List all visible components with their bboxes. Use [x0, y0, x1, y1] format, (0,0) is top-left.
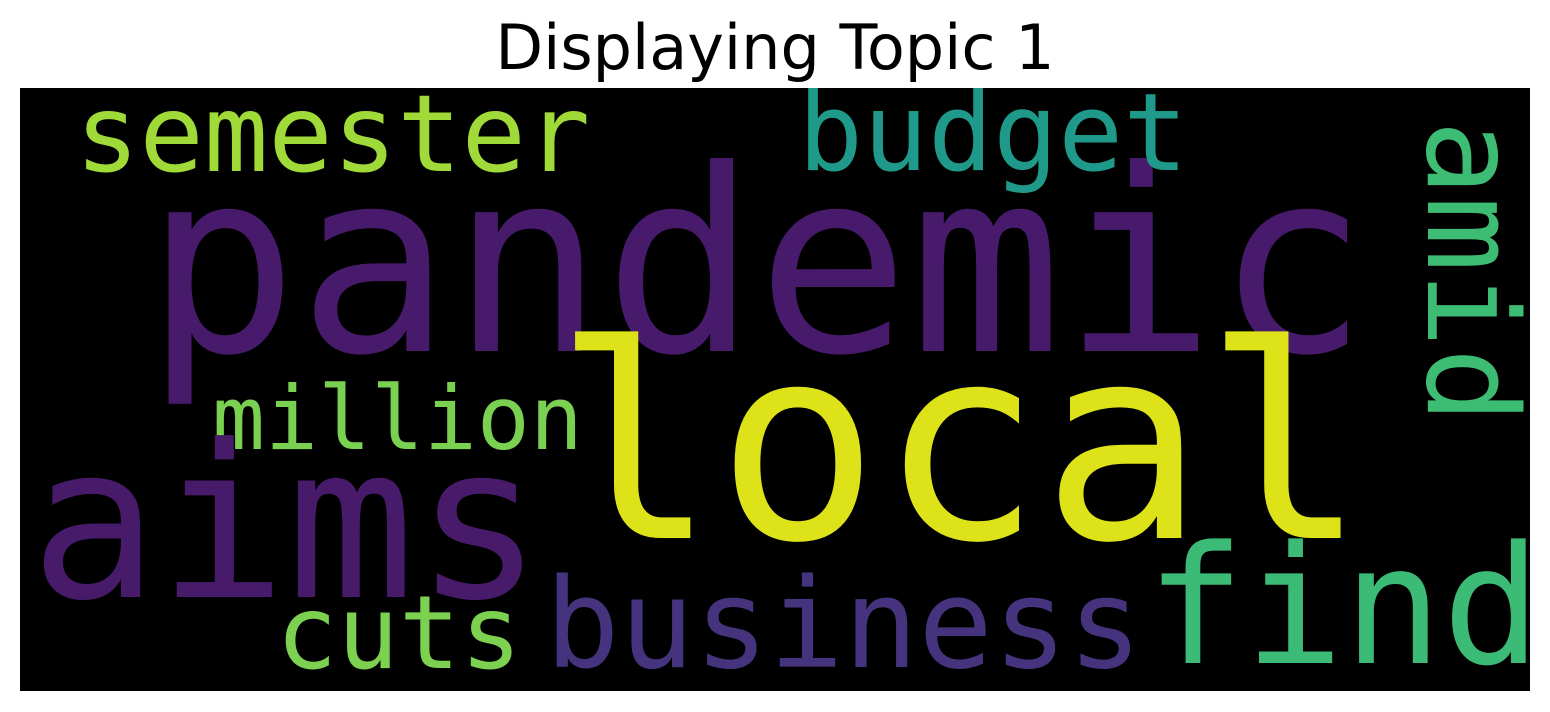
word-million: million: [212, 367, 583, 470]
word-cloud: pandemic semester budget amid million ai…: [20, 88, 1530, 691]
figure-title: Displaying Topic 1: [495, 11, 1055, 84]
word-find: find: [1146, 511, 1530, 691]
word-amid: amid: [1398, 120, 1530, 424]
word-semester: semester: [75, 88, 591, 197]
word-local: local: [554, 287, 1367, 602]
word-pandemic: pandemic: [145, 115, 1369, 411]
word-cuts: cuts: [276, 574, 522, 691]
word-aims: aims: [30, 400, 543, 648]
word-business: business: [545, 553, 1143, 691]
word-budget: budget: [798, 88, 1189, 196]
